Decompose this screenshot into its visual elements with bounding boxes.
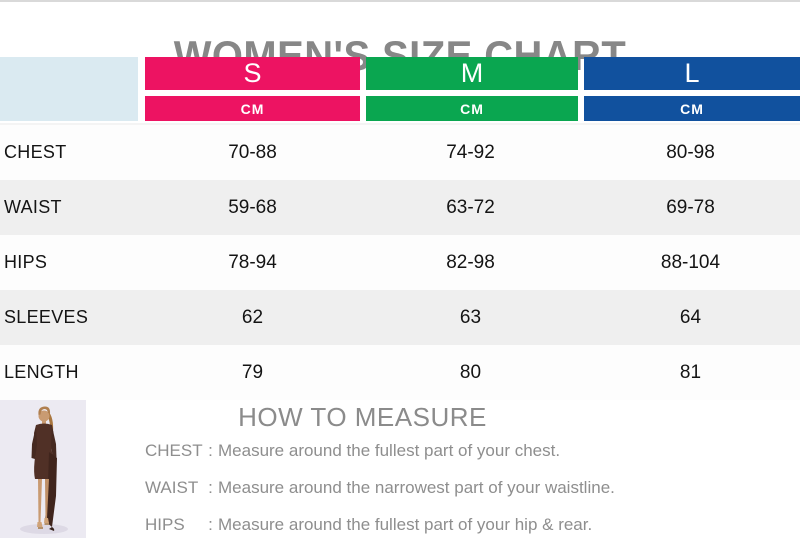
measure-desc: Measure around the fullest part of your … (218, 515, 593, 534)
size-header-m: M (366, 57, 578, 90)
measure-desc: Measure around the narrowest part of you… (218, 478, 615, 497)
product-photo (0, 400, 86, 538)
table-row-length: LENGTH 79 80 81 (0, 345, 800, 400)
model-illustration (0, 400, 86, 538)
unit-label: CM (680, 100, 704, 117)
table-row-sleeves: SLEEVES 62 63 64 (0, 290, 800, 345)
size-header-l-label: L (684, 58, 700, 88)
size-value-m: 63-72 (446, 196, 495, 218)
unit-cell-m: CM (366, 96, 578, 121)
unit-label: CM (460, 100, 484, 117)
size-header-s-label: S (243, 58, 262, 88)
size-header-l: L (584, 57, 800, 90)
size-value-s: 59-68 (228, 196, 277, 218)
size-header-m-label: M (460, 58, 484, 88)
top-divider (0, 0, 800, 2)
row-label: CHEST (4, 142, 67, 162)
measure-colon: : (208, 515, 213, 534)
size-value-l: 64 (679, 306, 702, 328)
size-value-m: 63 (459, 306, 482, 328)
size-value-m: 80 (459, 361, 482, 383)
size-value-l: 88-104 (660, 251, 721, 273)
size-value-l: 80-98 (666, 141, 715, 163)
measure-line-waist: WAIST : Measure around the narrowest par… (145, 478, 615, 498)
unit-label: CM (240, 100, 265, 117)
size-value-l: 81 (679, 361, 702, 383)
table-row-chest: CHEST 70-88 74-92 80-98 (0, 125, 800, 180)
unit-cell-s: CM (145, 96, 360, 121)
row-label: HIPS (4, 252, 48, 272)
size-value-s: 70-88 (228, 141, 277, 163)
table-row-hips: HIPS 78-94 82-98 88-104 (0, 235, 800, 290)
size-value-m: 74-92 (446, 141, 495, 163)
size-value-m: 82-98 (446, 251, 495, 273)
how-to-measure-heading: HOW TO MEASURE (238, 402, 487, 432)
row-label: SLEEVES (4, 307, 89, 327)
measure-line-chest: CHEST : Measure around the fullest part … (145, 441, 560, 461)
measure-line-hips: HIPS : Measure around the fullest part o… (145, 515, 592, 535)
size-value-s: 79 (241, 361, 264, 383)
table-corner-cell (0, 57, 138, 121)
measure-term: WAIST (145, 478, 199, 497)
measure-colon: : (208, 478, 213, 497)
size-value-s: 62 (241, 306, 264, 328)
size-value-s: 78-94 (228, 251, 277, 273)
table-row-waist: WAIST 59-68 63-72 69-78 (0, 180, 800, 235)
size-value-l: 69-78 (666, 196, 715, 218)
measure-term: CHEST (145, 441, 203, 460)
size-header-s: S (145, 57, 360, 90)
row-label: LENGTH (4, 362, 79, 382)
size-table: CHEST 70-88 74-92 80-98 WAIST 59-68 63-7… (0, 123, 800, 400)
row-label: WAIST (4, 197, 62, 217)
measure-colon: : (208, 441, 213, 460)
measure-desc: Measure around the fullest part of your … (218, 441, 561, 460)
unit-cell-l: CM (584, 96, 800, 121)
measure-term: HIPS (145, 515, 185, 534)
